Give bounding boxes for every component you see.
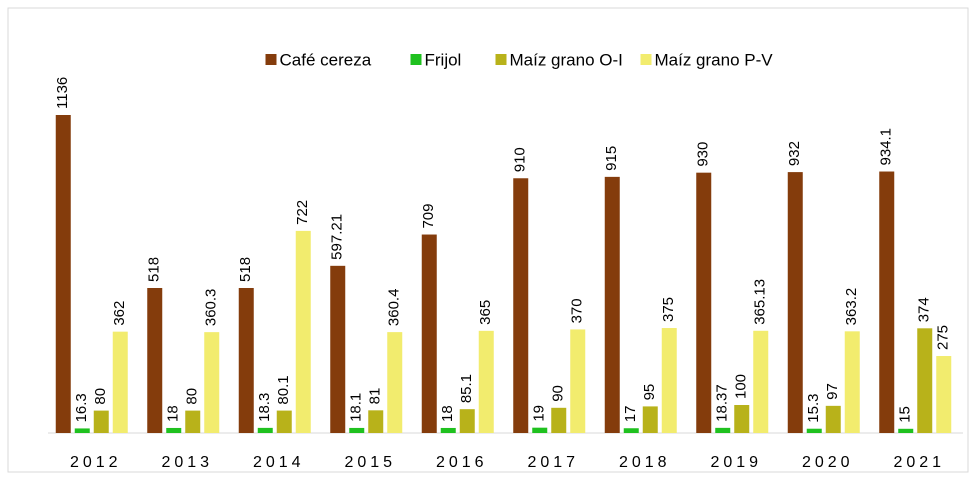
bar (478, 330, 494, 433)
bar (459, 409, 475, 433)
data-label: 709 (420, 203, 437, 228)
data-label: 19 (531, 405, 548, 422)
data-label: 932 (786, 141, 803, 166)
bar (879, 171, 895, 434)
data-label: 518 (237, 257, 254, 282)
data-label: 930 (695, 142, 712, 167)
data-label: 363.2 (843, 288, 860, 326)
data-label: 362 (111, 301, 128, 326)
data-label: 374 (916, 297, 933, 322)
bar (147, 287, 163, 433)
data-label: 722 (294, 200, 311, 225)
data-label: 365.13 (752, 279, 769, 325)
bar (551, 407, 567, 433)
data-label: 16.3 (73, 393, 90, 422)
bar (349, 427, 365, 433)
bar (295, 230, 311, 433)
bar (623, 428, 639, 433)
bar (276, 410, 292, 433)
bar (166, 427, 182, 433)
legend-swatch (410, 54, 422, 65)
x-tick-label: 2016 (436, 454, 488, 471)
data-label: 597.21 (329, 214, 346, 260)
data-label: 85.1 (458, 374, 475, 403)
bar (368, 410, 384, 433)
bar (806, 428, 822, 433)
bar (936, 356, 952, 433)
x-tick-label: 2019 (710, 454, 762, 471)
x-tick-label: 2015 (344, 454, 396, 471)
data-label: 365 (477, 300, 494, 325)
data-label: 18.37 (714, 384, 731, 422)
data-label: 17 (622, 406, 639, 423)
data-label: 100 (733, 374, 750, 399)
bar (112, 331, 128, 433)
data-label: 934.1 (878, 128, 895, 166)
data-label: 80 (92, 388, 109, 405)
data-label: 518 (146, 257, 163, 282)
data-label: 18 (439, 405, 456, 422)
bar (185, 410, 201, 433)
legend-swatch (265, 54, 277, 65)
x-tick-label: 2018 (619, 454, 671, 471)
bar (604, 176, 620, 433)
bar (257, 427, 273, 433)
legend-label: Café cereza (280, 50, 372, 69)
x-tick-label: 2021 (893, 454, 945, 471)
legend-label: Maíz grano O-I (510, 50, 623, 69)
bar (825, 405, 841, 433)
bar (74, 428, 90, 433)
bar (715, 427, 731, 433)
bar (696, 172, 712, 433)
bar (661, 328, 677, 433)
data-label: 1136 (54, 77, 71, 109)
bar (513, 178, 529, 433)
bar (238, 287, 254, 433)
bar (734, 405, 750, 433)
bar (55, 115, 71, 433)
data-label: 18.3 (256, 393, 273, 422)
data-label: 90 (550, 385, 567, 402)
data-label: 18 (165, 405, 182, 422)
data-label: 81 (367, 388, 384, 405)
bar (898, 428, 914, 433)
bar (570, 329, 586, 433)
bar (787, 172, 803, 433)
bar (387, 332, 403, 433)
x-tick-label: 2017 (527, 454, 579, 471)
bar (642, 406, 658, 433)
bar (532, 427, 548, 433)
x-tick-label: 2020 (802, 454, 854, 471)
data-label: 95 (641, 384, 658, 401)
bar (204, 332, 220, 433)
bar (330, 265, 346, 433)
data-label: 80 (184, 388, 201, 405)
bar (93, 410, 109, 433)
bar (753, 330, 769, 433)
data-label: 370 (569, 298, 586, 323)
data-label: 80.1 (275, 375, 292, 404)
legend-label: Maíz grano P-V (655, 50, 774, 69)
data-label: 915 (603, 146, 620, 171)
data-label: 275 (935, 325, 952, 350)
x-tick-label: 2013 (161, 454, 213, 471)
bar (440, 427, 456, 433)
data-label: 15 (897, 406, 914, 423)
data-label: 18.1 (348, 393, 365, 422)
data-label: 360.4 (386, 289, 403, 327)
data-label: 97 (824, 383, 841, 400)
bar (421, 234, 437, 433)
data-label: 910 (512, 147, 529, 172)
legend-swatch (495, 54, 507, 65)
bar (844, 331, 860, 433)
data-label: 375 (660, 297, 677, 322)
legend-label: Frijol (425, 50, 462, 69)
bar (917, 328, 933, 433)
legend-swatch (640, 54, 652, 65)
data-label: 15.3 (805, 394, 822, 423)
data-label: 360.3 (203, 289, 220, 327)
x-tick-label: 2012 (70, 454, 122, 471)
x-tick-label: 2014 (253, 454, 305, 471)
